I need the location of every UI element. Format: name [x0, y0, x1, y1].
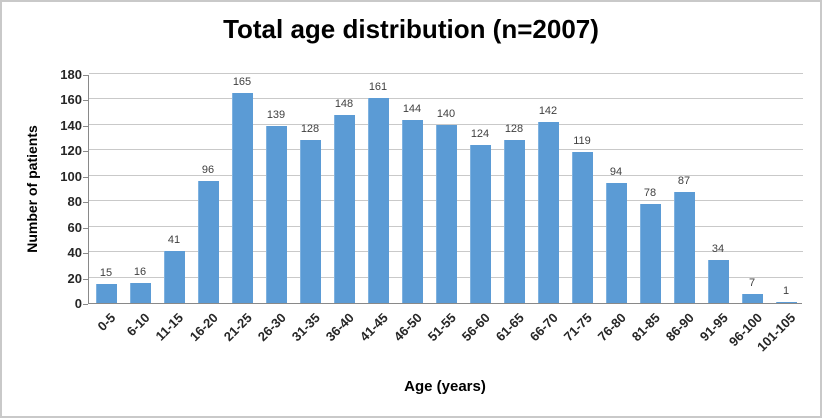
x-tick-label: 66-70 [526, 310, 561, 345]
bar [299, 140, 321, 303]
y-tick-label: 60 [67, 219, 82, 235]
bar-value-label: 41 [167, 234, 181, 246]
bar [197, 181, 219, 303]
x-tick-label: 76-80 [594, 310, 629, 345]
y-tick-mark [83, 202, 88, 204]
x-tick-label: 56-60 [458, 310, 493, 345]
bar-value-label: 144 [402, 103, 422, 115]
bar [537, 122, 559, 303]
x-tick-label: 41-45 [356, 310, 391, 345]
y-tick-mark [83, 304, 88, 305]
bar [469, 145, 491, 303]
bar-value-label: 165 [232, 76, 252, 88]
x-tick-label: 6-10 [123, 310, 153, 340]
y-tick-label: 20 [67, 270, 82, 286]
bar [639, 204, 661, 303]
y-tick-mark [83, 100, 88, 102]
y-tick-label: 100 [60, 168, 82, 184]
x-tick-label: 0-5 [94, 310, 119, 334]
bar [95, 284, 117, 303]
bar [503, 140, 525, 303]
y-tick-mark [83, 227, 88, 229]
y-tick-label: 120 [60, 143, 82, 159]
y-tick-mark [83, 253, 88, 255]
bar [707, 260, 729, 303]
bar-value-label: 87 [677, 175, 691, 187]
x-tick-label: 36-40 [322, 310, 357, 345]
x-axis-title: Age (years) [404, 378, 486, 395]
bar-value-label: 15 [99, 267, 113, 279]
y-tick-mark [83, 278, 88, 280]
bar-value-label: 148 [334, 98, 354, 110]
bar-value-label: 128 [504, 123, 524, 135]
bar [741, 294, 763, 303]
gridline [89, 73, 803, 74]
x-tick-label: 61-65 [492, 310, 527, 345]
x-tick-label: 16-20 [186, 310, 221, 345]
bar-value-label: 128 [300, 123, 320, 135]
y-tick-label: 0 [74, 296, 82, 311]
y-tick-label: 180 [60, 67, 82, 82]
bar-value-label: 119 [573, 135, 591, 147]
x-tick-label: 21-25 [220, 310, 255, 345]
gridline [89, 123, 803, 125]
y-tick-mark [83, 176, 88, 178]
bar-value-label: 1 [782, 285, 790, 297]
x-tick-label: 86-90 [662, 310, 697, 345]
bar [673, 192, 695, 303]
x-tick-label: 71-75 [560, 310, 595, 345]
gridline [89, 98, 803, 100]
bar-value-label: 139 [266, 109, 286, 121]
x-tick-label: 46-50 [390, 310, 425, 345]
bar [775, 302, 797, 303]
y-tick-label: 160 [60, 92, 82, 108]
bar-value-label: 94 [609, 166, 623, 178]
chart-title: Total age distribution (n=2007) [223, 14, 599, 44]
bar-value-label: 34 [711, 243, 725, 255]
bar-value-label: 96 [201, 164, 215, 176]
bar [163, 251, 185, 303]
bar [333, 115, 355, 303]
bar-value-label: 7 [748, 277, 756, 289]
bar-value-label: 124 [470, 128, 490, 140]
x-tick-label: 51-55 [424, 310, 459, 345]
bar [231, 93, 253, 303]
bar [605, 183, 627, 303]
y-tick-mark [83, 125, 88, 127]
y-tick-mark [83, 75, 88, 76]
x-tick-label: 81-85 [628, 310, 663, 345]
y-tick-mark [83, 151, 88, 153]
x-tick-label: 26-30 [254, 310, 289, 345]
y-tick-label: 80 [67, 194, 82, 210]
bar-value-label: 161 [368, 81, 388, 93]
y-tick-label: 40 [67, 245, 82, 261]
bar [435, 125, 457, 303]
bar-value-label: 16 [133, 266, 147, 278]
y-tick-label: 140 [60, 117, 82, 133]
bar-value-label: 142 [538, 105, 558, 117]
bar [401, 120, 423, 303]
bar [129, 283, 151, 303]
bar-value-label: 140 [436, 108, 456, 120]
y-axis-title: Number of patients [24, 125, 40, 253]
bar [367, 98, 389, 303]
x-tick-label: 11-15 [152, 310, 187, 344]
bar [265, 126, 287, 303]
x-tick-label: 31-35 [288, 310, 323, 345]
bar [571, 152, 593, 303]
plot-area: 15 16 41 96 165 139 128 148 161 144 140 124 128 142 11… [88, 73, 803, 304]
bar-value-label: 78 [643, 187, 657, 199]
